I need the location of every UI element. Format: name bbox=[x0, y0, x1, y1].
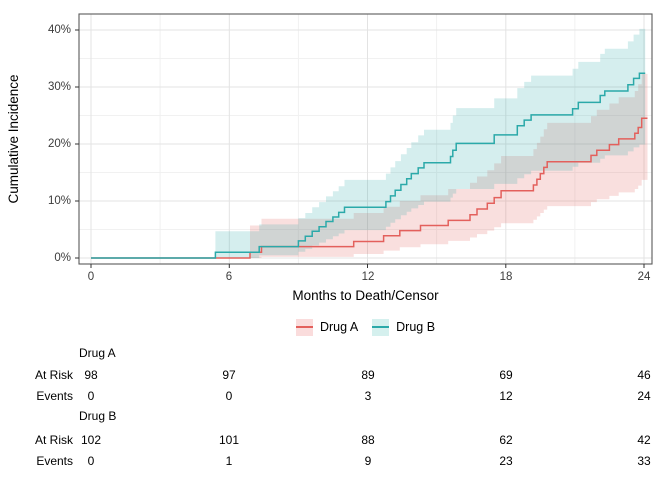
x-tick-6: 6 bbox=[225, 271, 233, 283]
events-value: 3 bbox=[364, 389, 372, 403]
y-tick-0: 0% bbox=[54, 252, 71, 264]
at-risk-value: 101 bbox=[218, 433, 240, 447]
events-value: 1 bbox=[225, 454, 233, 468]
at-risk-value: 102 bbox=[80, 433, 102, 447]
legend-label-drug-b: Drug B bbox=[396, 320, 436, 334]
drug-b-swatch-icon bbox=[372, 318, 390, 336]
y-tick-40: 40% bbox=[47, 24, 71, 36]
events-value: 12 bbox=[499, 389, 513, 403]
at-risk-value: 88 bbox=[361, 433, 375, 447]
at-risk-value: 69 bbox=[499, 368, 513, 382]
at-risk-value: 97 bbox=[222, 368, 236, 382]
legend: Drug A Drug B bbox=[79, 317, 652, 337]
y-tick-30: 30% bbox=[47, 81, 71, 93]
x-tick-12: 12 bbox=[361, 271, 375, 283]
y-tick-10: 10% bbox=[47, 195, 71, 207]
events-value: 0 bbox=[87, 454, 95, 468]
group-header-drug-b: Drug B bbox=[79, 409, 117, 423]
at-risk-value: 62 bbox=[499, 433, 513, 447]
x-tick-24: 24 bbox=[637, 271, 651, 283]
at-risk-row-label: At Risk bbox=[34, 368, 73, 382]
events-value: 24 bbox=[637, 389, 651, 403]
events-row-label: Events bbox=[36, 389, 73, 403]
y-tick-20: 20% bbox=[47, 138, 71, 150]
drug-a-swatch-icon bbox=[295, 318, 313, 336]
events-value: 9 bbox=[364, 454, 372, 468]
events-value: 33 bbox=[637, 454, 651, 468]
x-tick-18: 18 bbox=[499, 271, 513, 283]
y-axis-title: Cumulative Incidence bbox=[6, 74, 21, 204]
at-risk-value: 89 bbox=[361, 368, 375, 382]
at-risk-value: 46 bbox=[637, 368, 651, 382]
group-header-drug-a: Drug A bbox=[79, 346, 116, 360]
events-value: 23 bbox=[499, 454, 513, 468]
events-value: 0 bbox=[87, 389, 95, 403]
events-row-label: Events bbox=[36, 454, 73, 468]
at-risk-row-label: At Risk bbox=[34, 433, 73, 447]
legend-item-drug-b: Drug B bbox=[372, 318, 436, 336]
survival-plot-panel bbox=[75, 13, 653, 268]
at-risk-value: 42 bbox=[637, 433, 651, 447]
events-value: 0 bbox=[225, 389, 233, 403]
legend-item-drug-a: Drug A bbox=[295, 318, 359, 336]
at-risk-value: 98 bbox=[84, 368, 98, 382]
x-tick-0: 0 bbox=[87, 271, 95, 283]
legend-label-drug-a: Drug A bbox=[319, 320, 359, 334]
x-axis-title: Months to Death/Censor bbox=[292, 288, 439, 303]
